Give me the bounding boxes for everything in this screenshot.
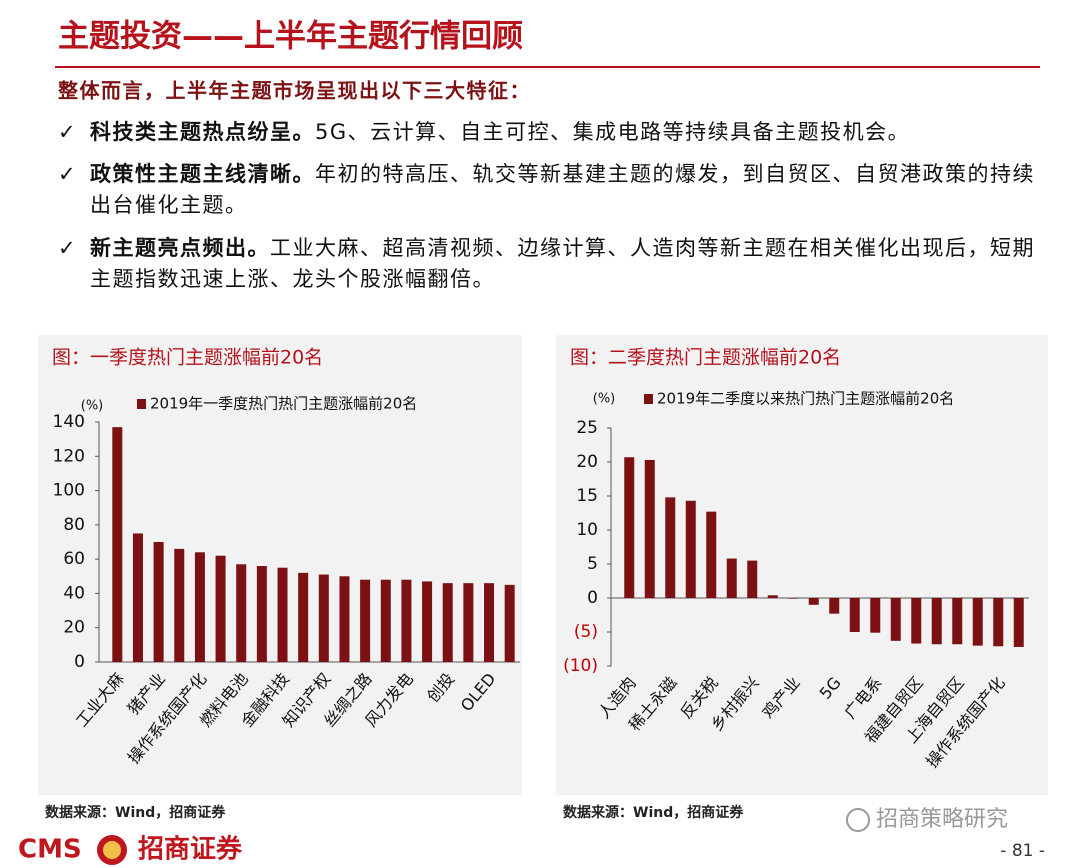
y-tick-label: 15 <box>576 486 598 506</box>
bar <box>767 595 778 598</box>
y-tick-label: 0 <box>74 652 85 672</box>
bar <box>318 574 329 662</box>
bar <box>788 598 799 599</box>
bar <box>1013 598 1024 647</box>
bullet: ✓ 科技类主题热点纷呈。5G、云计算、自主可控、集成电路等持续具备主题投机会。 <box>58 120 911 144</box>
y-tick-label: 80 <box>63 515 85 535</box>
y-axis-label: (%) <box>81 399 104 414</box>
bullet-text: 5G、云计算、自主可控、集成电路等持续具备主题投机会。 <box>315 120 911 144</box>
logo-text: CMS <box>18 835 82 865</box>
bar <box>194 552 205 662</box>
bar <box>726 558 737 598</box>
y-tick-label: 5 <box>587 554 598 574</box>
legend-label: 2019年二季度以来热门热门主题涨幅前20名 <box>657 390 954 408</box>
bar <box>339 576 350 662</box>
bar <box>504 584 515 662</box>
y-tick-label: 20 <box>63 618 85 638</box>
chart-title: 图：二季度热门主题涨幅前20名 <box>570 347 841 369</box>
bar <box>132 533 143 662</box>
y-tick-label: 120 <box>53 446 85 466</box>
bar <box>829 598 840 614</box>
bullet-lead: 政策性主题主线清晰。 <box>90 162 315 186</box>
bar <box>890 598 901 641</box>
bullet: ✓ 政策性主题主线清晰。年初的特高压、轨交等新基建主题的爆发，到自贸区、自贸港政策… <box>58 162 1035 217</box>
chart-title: 图：一季度热门主题涨幅前20名 <box>52 347 323 369</box>
bar <box>442 583 453 662</box>
bar <box>644 459 655 598</box>
bar <box>153 542 164 662</box>
y-tick-label: 140 <box>53 412 85 432</box>
company-name: 招商证券 <box>138 834 243 865</box>
source-note: 数据来源：Wind，招商证券 <box>45 804 226 821</box>
source-note: 数据来源：Wind，招商证券 <box>563 804 744 821</box>
bar <box>256 566 267 662</box>
bullet-lead: 科技类主题热点纷呈。 <box>90 120 315 144</box>
bar <box>931 598 942 645</box>
y-axis-label: (%) <box>593 392 616 407</box>
bar <box>808 598 819 605</box>
bullet: ✓ 新主题亮点频出。工业大麻、超高清视频、边缘计算、人造肉等新主题在相关催化出现后… <box>58 236 1035 291</box>
bar <box>463 583 474 662</box>
legend-label: 2019年一季度热门热门主题涨幅前20名 <box>150 395 417 413</box>
bar <box>972 598 983 646</box>
bar <box>849 598 860 632</box>
legend-swatch <box>137 399 146 409</box>
watermark: 招商策略研究 <box>876 807 1008 832</box>
bar <box>422 581 433 662</box>
y-tick-label: 10 <box>576 520 598 540</box>
bar <box>747 560 758 598</box>
bar <box>624 457 635 598</box>
bar <box>401 579 412 662</box>
bar <box>706 511 717 598</box>
panel <box>556 335 1048 795</box>
bullet-text: 年初的特高压、轨交等新基建主题的爆发，到自贸区、自贸港政策的持续出台催化主题。 <box>90 162 1035 217</box>
bullet-lead: 新主题亮点频出。 <box>90 236 270 260</box>
bullet-text: 工业大麻、超高清视频、边缘计算、人造肉等新主题在相关催化出现后，短期主题指数迅速… <box>90 236 1035 291</box>
bar <box>870 598 881 633</box>
bar <box>236 564 247 662</box>
y-tick-label: 100 <box>53 481 85 501</box>
bar <box>380 579 391 662</box>
bar <box>277 567 288 662</box>
intro: 整体而言，上半年主题市场呈现出以下三大特征： <box>57 79 531 103</box>
bar <box>298 572 309 662</box>
y-tick-label: 40 <box>63 583 85 603</box>
watermark-icon <box>846 808 870 832</box>
y-tick-label: 20 <box>576 452 598 472</box>
bar <box>665 497 676 598</box>
slide-title: 主题投资——上半年主题行情回顾 <box>58 19 523 55</box>
logo-emblem <box>103 841 121 859</box>
y-tick-label: 60 <box>63 549 85 569</box>
bar <box>952 598 963 645</box>
bar <box>685 500 696 598</box>
legend-swatch <box>644 394 653 404</box>
y-tick-label: 0 <box>587 588 598 608</box>
y-tick-label: (5) <box>574 622 598 642</box>
y-tick-label: (10) <box>563 656 598 676</box>
bar <box>911 598 922 644</box>
bar <box>112 427 123 662</box>
bar <box>993 598 1004 647</box>
page-number: - 81 - <box>1000 841 1045 861</box>
bar <box>484 583 495 662</box>
bar <box>215 555 226 662</box>
y-tick-label: 25 <box>576 418 598 438</box>
bar <box>174 548 185 662</box>
bar <box>360 579 371 662</box>
